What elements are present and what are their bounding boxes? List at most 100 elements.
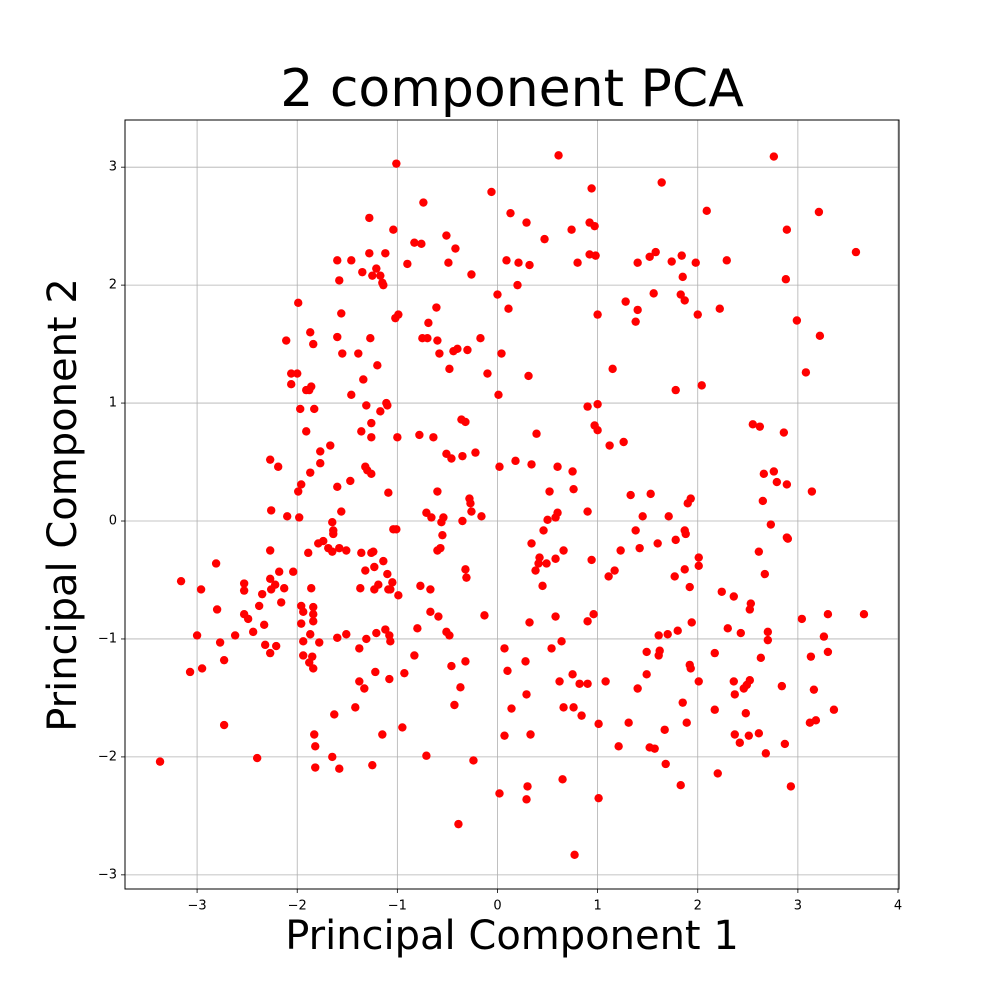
point bbox=[326, 441, 335, 450]
point bbox=[335, 764, 344, 773]
point bbox=[710, 705, 719, 714]
x-tick-label: 0 bbox=[493, 899, 501, 914]
point bbox=[297, 619, 306, 628]
point bbox=[309, 339, 318, 349]
point bbox=[685, 582, 694, 592]
point bbox=[438, 530, 447, 540]
point bbox=[309, 609, 318, 619]
point bbox=[633, 305, 642, 315]
point bbox=[502, 256, 511, 265]
point bbox=[394, 310, 403, 319]
point bbox=[427, 513, 436, 522]
point bbox=[328, 517, 337, 527]
point bbox=[333, 332, 342, 342]
point bbox=[680, 296, 689, 305]
point bbox=[374, 580, 383, 589]
point bbox=[487, 187, 496, 197]
point bbox=[693, 310, 702, 319]
y-tick-label: 3 bbox=[109, 160, 117, 175]
point bbox=[583, 507, 592, 516]
point bbox=[604, 572, 613, 581]
point bbox=[367, 418, 376, 428]
point bbox=[366, 333, 375, 343]
point bbox=[593, 400, 602, 409]
y-tick-label: 0 bbox=[109, 514, 117, 529]
point bbox=[433, 487, 442, 496]
plot-frame bbox=[124, 119, 900, 890]
point bbox=[462, 573, 471, 582]
point bbox=[538, 581, 547, 591]
point bbox=[346, 476, 355, 486]
grid bbox=[125, 120, 899, 889]
point bbox=[293, 369, 302, 378]
point bbox=[583, 679, 592, 688]
point bbox=[442, 231, 451, 240]
point bbox=[328, 547, 337, 556]
point bbox=[447, 661, 456, 671]
point bbox=[378, 730, 387, 739]
point bbox=[388, 578, 397, 587]
point bbox=[347, 256, 356, 265]
point bbox=[583, 402, 592, 411]
point bbox=[423, 333, 432, 343]
point bbox=[660, 725, 669, 734]
point bbox=[467, 507, 476, 516]
point bbox=[633, 258, 642, 267]
point bbox=[730, 730, 739, 739]
point bbox=[434, 612, 443, 621]
point bbox=[311, 742, 320, 751]
x-tick-label: −2 bbox=[288, 899, 307, 914]
point bbox=[547, 644, 556, 653]
point bbox=[433, 336, 442, 345]
point bbox=[729, 592, 738, 601]
point bbox=[304, 548, 313, 558]
point bbox=[513, 280, 522, 290]
point bbox=[851, 247, 861, 257]
point bbox=[769, 152, 779, 161]
point bbox=[780, 739, 790, 749]
point bbox=[782, 225, 792, 234]
point bbox=[458, 516, 467, 526]
point bbox=[779, 428, 789, 437]
point bbox=[500, 644, 509, 653]
point bbox=[593, 310, 602, 319]
point bbox=[539, 526, 548, 535]
point bbox=[511, 456, 520, 466]
point bbox=[741, 709, 751, 718]
point bbox=[526, 730, 535, 739]
point bbox=[429, 433, 438, 442]
point bbox=[306, 468, 315, 477]
point bbox=[299, 607, 308, 617]
point bbox=[503, 666, 512, 676]
point bbox=[633, 684, 642, 693]
point bbox=[797, 614, 807, 624]
point bbox=[389, 225, 398, 234]
point bbox=[435, 349, 444, 358]
point bbox=[756, 653, 766, 663]
point bbox=[819, 632, 829, 641]
point bbox=[196, 585, 206, 594]
point bbox=[197, 664, 207, 673]
point bbox=[309, 602, 318, 612]
point bbox=[769, 467, 779, 476]
point bbox=[362, 634, 371, 644]
point bbox=[416, 581, 425, 591]
point bbox=[670, 572, 679, 581]
point bbox=[673, 626, 682, 635]
point bbox=[219, 655, 229, 665]
point bbox=[710, 648, 719, 658]
point bbox=[522, 795, 531, 804]
point bbox=[686, 494, 695, 503]
point bbox=[676, 290, 685, 299]
point bbox=[694, 553, 703, 562]
point bbox=[735, 738, 744, 747]
point bbox=[686, 664, 695, 673]
point bbox=[333, 482, 342, 492]
point bbox=[444, 258, 453, 267]
point bbox=[523, 782, 532, 791]
point bbox=[252, 753, 262, 763]
point bbox=[239, 586, 249, 595]
point bbox=[319, 536, 328, 546]
point bbox=[713, 769, 722, 778]
point bbox=[610, 566, 619, 575]
